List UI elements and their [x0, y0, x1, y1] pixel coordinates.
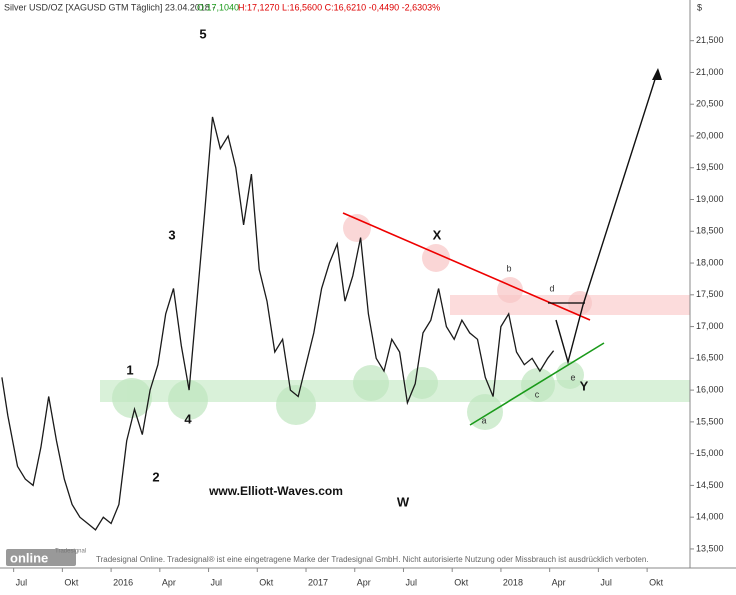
y-tick-label: 18,500: [696, 226, 724, 236]
header-quote: H:17,1270 L:16,5600 C:16,6210 -0,4490 -2…: [238, 2, 440, 12]
x-tick-label: 2016: [113, 577, 133, 587]
wave-label: d: [549, 283, 554, 293]
arrow-head: [652, 68, 662, 80]
logo-main: online: [10, 550, 48, 565]
logo-top: Tradesignal: [55, 549, 86, 555]
wave-label: b: [506, 263, 511, 273]
y-tick-label: 15,500: [696, 416, 724, 426]
y-tick-label: 15,000: [696, 448, 724, 458]
footer: Tradesignal Online. Tradesignal® ist ein…: [96, 555, 649, 564]
y-tick-label: 20,000: [696, 130, 724, 140]
price-line: [1, 116, 555, 531]
wave-label: Y: [580, 378, 589, 393]
y-tick-label: 17,000: [696, 321, 724, 331]
wave-label: a: [481, 415, 486, 425]
x-tick-label: Jul: [405, 577, 417, 587]
unit: $: [697, 2, 702, 12]
x-tick-label: Jul: [16, 577, 28, 587]
site-label: www.Elliott-Waves.com: [208, 484, 343, 498]
y-tick-label: 21,500: [696, 35, 724, 45]
wave-label: 4: [184, 411, 192, 426]
y-tick-label: 19,000: [696, 194, 724, 204]
wave-label: W: [397, 494, 410, 509]
x-tick-label: 2017: [308, 577, 328, 587]
x-tick-label: Apr: [552, 577, 566, 587]
y-tick-label: 16,500: [696, 353, 724, 363]
y-tick-label: 18,000: [696, 257, 724, 267]
x-tick-label: Okt: [64, 577, 79, 587]
y-tick-label: 13,500: [696, 543, 724, 553]
wave-label: c: [535, 389, 540, 399]
wave-label: e: [570, 372, 575, 382]
header-open: O:17,1040: [197, 2, 239, 12]
x-tick-label: Apr: [162, 577, 176, 587]
projection: [555, 69, 659, 365]
wave-label: 1: [126, 362, 133, 377]
y-tick-label: 14,500: [696, 480, 724, 490]
support-line: [469, 342, 605, 426]
x-tick-label: Okt: [649, 577, 664, 587]
y-tick-label: 21,000: [696, 67, 724, 77]
x-tick-label: Okt: [259, 577, 274, 587]
y-tick-label: 20,500: [696, 99, 724, 109]
y-tick-label: 14,000: [696, 512, 724, 522]
y-tick-label: 16,000: [696, 384, 724, 394]
wave-label: X: [433, 227, 442, 242]
x-tick-label: Apr: [357, 577, 371, 587]
wave-label: 2: [152, 469, 159, 484]
wave-label: 5: [199, 26, 206, 41]
y-tick-label: 19,500: [696, 162, 724, 172]
y-tick-label: 17,500: [696, 289, 724, 299]
header-title: Silver USD/OZ [XAGUSD GTM Täglich] 23.04…: [4, 2, 215, 12]
resistance-line: [342, 212, 591, 321]
x-tick-label: Okt: [454, 577, 469, 587]
logo-box: [6, 549, 76, 566]
x-tick-label: Jul: [211, 577, 223, 587]
x-tick-label: Jul: [600, 577, 612, 587]
x-tick-label: 2018: [503, 577, 523, 587]
wave-label: 3: [168, 227, 175, 242]
